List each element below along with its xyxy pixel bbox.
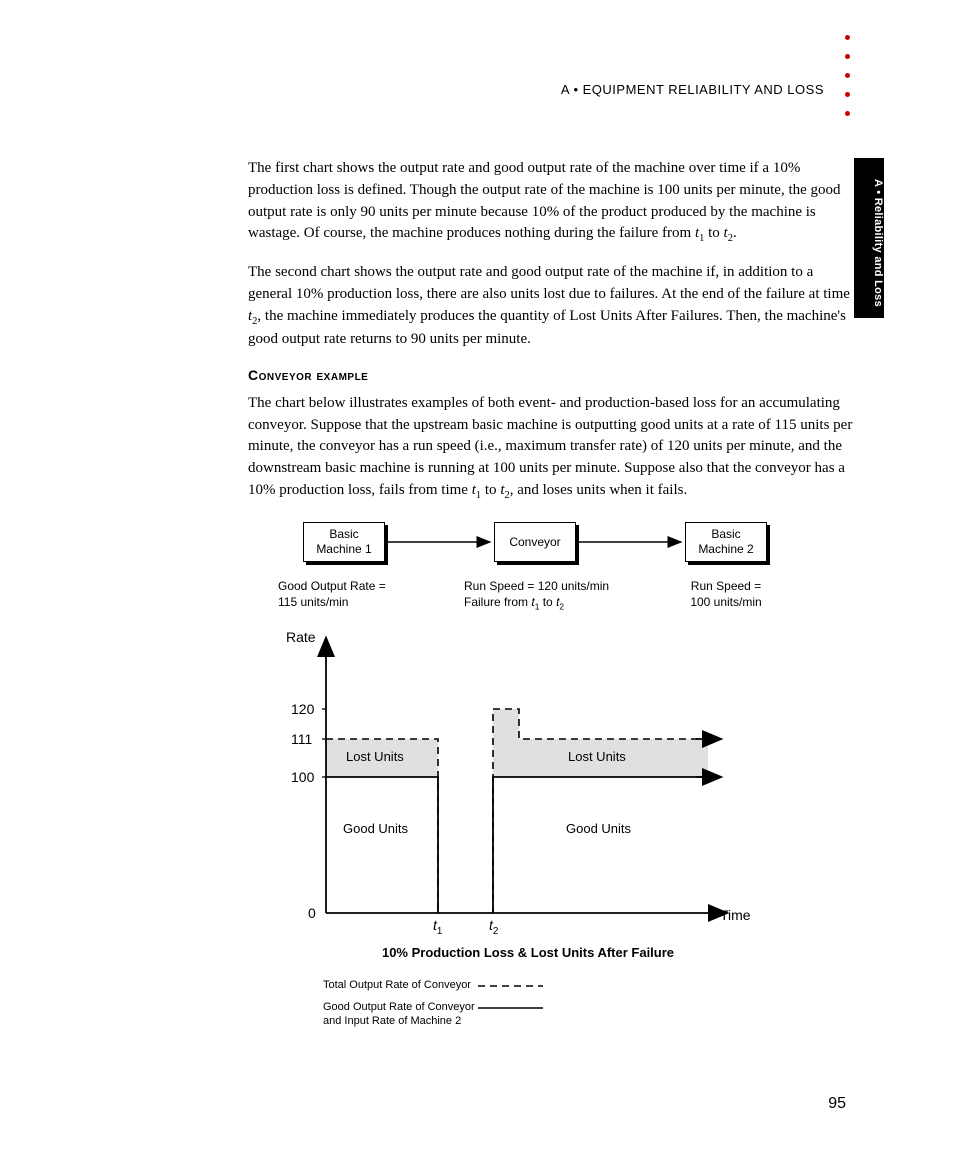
header-bullet-decoration <box>845 35 850 116</box>
lost-units-1: Lost Units <box>346 749 404 764</box>
paragraph-3: The chart below illustrates examples of … <box>248 393 854 503</box>
ytick-100: 100 <box>291 769 314 785</box>
lost-units-2: Lost Units <box>568 749 626 764</box>
running-header: A • EQUIPMENT RELIABILITY AND LOSS <box>561 82 824 97</box>
paragraph-2: The second chart shows the output rate a… <box>248 262 854 350</box>
page-number: 95 <box>828 1095 846 1113</box>
xlabel: Time <box>720 907 751 923</box>
legend-2: Good Output Rate of Conveyorand Input Ra… <box>323 1001 475 1029</box>
side-tab: A • Reliability and Loss <box>854 158 884 318</box>
good-units-2: Good Units <box>566 821 631 836</box>
legend-1: Total Output Rate of Conveyor <box>323 979 471 993</box>
xtick-t1: t1 <box>433 917 442 937</box>
chart-title: 10% Production Loss & Lost Units After F… <box>358 945 698 960</box>
conveyor-diagram: BasicMachine 1 Conveyor BasicMachine 2 G… <box>268 521 828 1051</box>
ylabel: Rate <box>286 629 316 645</box>
xtick-t2: t2 <box>489 917 498 937</box>
ytick-120: 120 <box>291 701 314 717</box>
legend-1-swatch <box>478 982 548 990</box>
main-content: The first chart shows the output rate an… <box>248 158 854 1051</box>
ytick-111: 111 <box>291 731 312 747</box>
section-heading: Conveyor example <box>248 367 854 383</box>
legend-2-swatch <box>478 1004 548 1012</box>
ytick-0: 0 <box>308 905 316 921</box>
paragraph-1: The first chart shows the output rate an… <box>248 158 854 246</box>
good-units-1: Good Units <box>343 821 408 836</box>
